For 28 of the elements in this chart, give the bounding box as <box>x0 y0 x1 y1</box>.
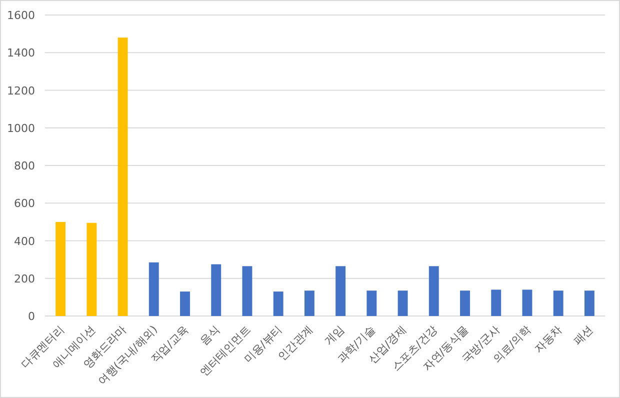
y-tick-label: 800 <box>14 160 35 172</box>
bar <box>148 262 159 316</box>
y-tick-label: 1600 <box>7 9 35 22</box>
bar <box>211 264 222 316</box>
bar <box>336 266 346 316</box>
y-tick-label: 0 <box>28 310 35 323</box>
bar <box>428 266 439 316</box>
x-tick-label: 패션 <box>570 322 596 348</box>
bar <box>86 222 97 316</box>
bar <box>522 290 532 316</box>
bar <box>398 290 408 316</box>
bar <box>273 292 284 316</box>
bar <box>584 290 594 316</box>
bar <box>553 290 564 316</box>
bar <box>304 290 314 316</box>
y-tick-label: 400 <box>14 234 35 248</box>
bar <box>242 266 252 316</box>
y-tick-label: 1400 <box>7 46 35 60</box>
bar <box>460 290 470 316</box>
bar <box>56 222 66 316</box>
y-tick-label: 1000 <box>7 122 35 135</box>
y-tick-label: 600 <box>14 197 35 210</box>
bar <box>180 292 190 316</box>
bar <box>366 290 377 316</box>
bar <box>491 290 502 316</box>
y-tick-label: 200 <box>14 272 35 286</box>
bar <box>118 38 128 316</box>
y-tick-label: 1200 <box>7 84 35 98</box>
